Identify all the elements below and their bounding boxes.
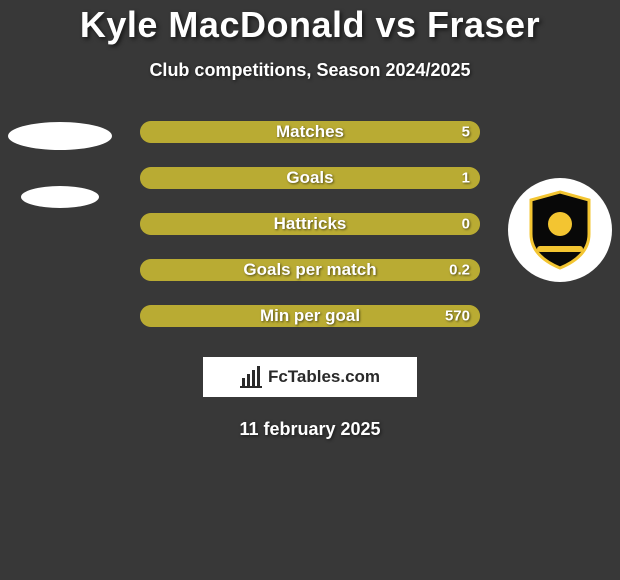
stat-label: Min per goal: [260, 306, 360, 326]
bar-chart-icon: [240, 366, 262, 388]
stat-label: Matches: [276, 122, 344, 142]
subtitle: Club competitions, Season 2024/2025: [0, 60, 620, 81]
stat-value: 5: [462, 124, 470, 141]
stat-label: Hattricks: [274, 214, 347, 234]
stat-bar: Matches 5: [140, 121, 480, 143]
placeholder-ellipse-small: [21, 186, 99, 208]
page-title: Kyle MacDonald vs Fraser: [0, 0, 620, 46]
source-logo[interactable]: FcTables.com: [203, 357, 417, 397]
stat-label: Goals per match: [243, 260, 376, 280]
stat-value: 570: [445, 308, 470, 325]
club-shield-icon: [525, 190, 595, 270]
stat-value: 1: [462, 170, 470, 187]
stat-value: 0.2: [449, 262, 470, 279]
stat-bar: Goals per match 0.2: [140, 259, 480, 281]
stat-bar: Hattricks 0: [140, 213, 480, 235]
player-right-avatar: [508, 178, 612, 282]
source-logo-text: FcTables.com: [268, 367, 380, 387]
stat-label: Goals: [286, 168, 333, 188]
stat-value: 0: [462, 216, 470, 233]
footer-date: 11 february 2025: [0, 419, 620, 440]
placeholder-ellipse: [8, 122, 112, 150]
stat-bar: Goals 1: [140, 167, 480, 189]
player-left-avatar: [8, 122, 112, 208]
stat-bar: Min per goal 570: [140, 305, 480, 327]
